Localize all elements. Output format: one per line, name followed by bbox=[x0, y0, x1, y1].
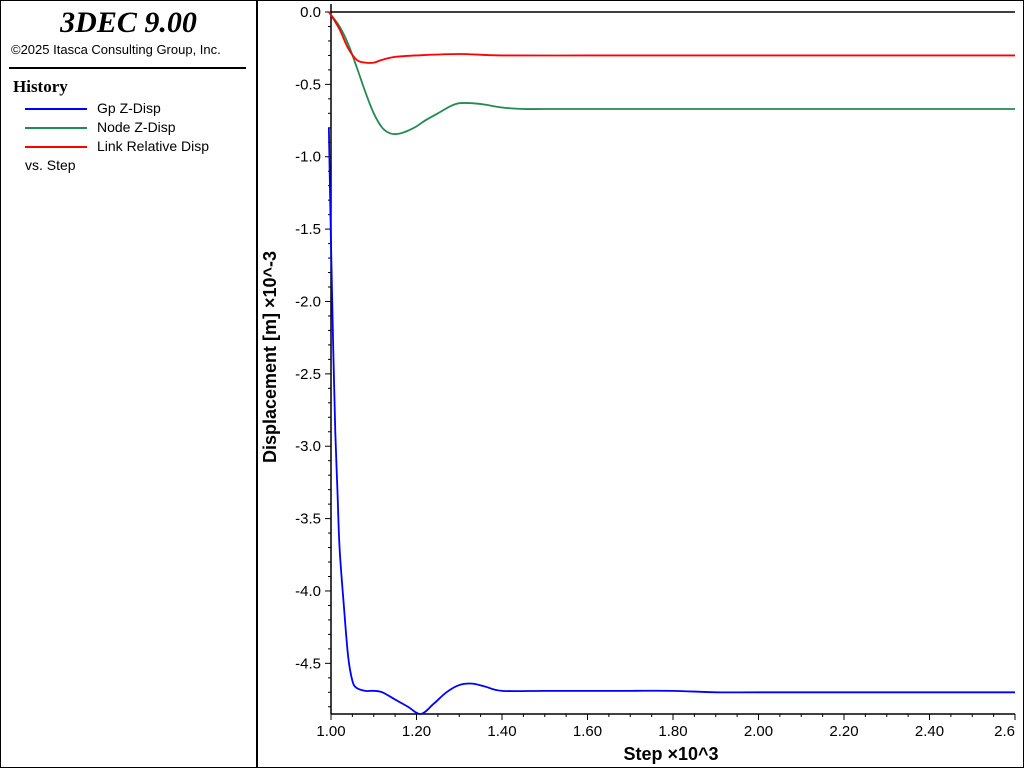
x-axis-title: Step ×10^3 bbox=[623, 744, 718, 764]
legend-item-node-z-disp: Node Z-Disp bbox=[25, 119, 255, 137]
y-tick-label: -3.0 bbox=[295, 438, 321, 455]
y-axis-title: Displacement [m] ×10^-3 bbox=[260, 251, 280, 463]
y-tick-label: -1.0 bbox=[295, 149, 321, 166]
legend-label: Gp Z-Disp bbox=[97, 100, 161, 116]
x-tick-label: 1.40 bbox=[487, 723, 516, 740]
x-tick-label: 2.40 bbox=[915, 723, 944, 740]
app-title: 3DEC 9.00 bbox=[60, 6, 197, 39]
legend-panel: 3DEC 9.00 ©2025 Itasca Consulting Group,… bbox=[1, 1, 258, 767]
x-tick-label: 2.6 bbox=[994, 723, 1015, 740]
y-tick-label: 0.0 bbox=[300, 4, 321, 21]
legend-swatch-node-z-disp bbox=[25, 127, 87, 129]
y-tick-label: -3.5 bbox=[295, 511, 321, 528]
x-tick-label: 2.20 bbox=[829, 723, 858, 740]
legend-label: Link Relative Disp bbox=[97, 138, 210, 154]
series-layer bbox=[327, 11, 1015, 715]
y-tick-label: -2.0 bbox=[295, 293, 321, 310]
legend-item-gp-z-disp: Gp Z-Disp bbox=[25, 100, 255, 118]
x-tick-label: 2.00 bbox=[744, 723, 773, 740]
y-tick-label: -4.0 bbox=[295, 583, 321, 600]
y-tick-label: -0.5 bbox=[295, 76, 321, 93]
x-tick-label: 1.20 bbox=[402, 723, 431, 740]
legend-heading: History bbox=[13, 77, 68, 96]
series-line-gp-z-disp bbox=[327, 127, 1015, 715]
legend-swatch-gp-z-disp bbox=[25, 108, 87, 110]
y-tick-label: -4.5 bbox=[295, 655, 321, 672]
axes: 0.0 -0.5 -1.0 -1.5 -2.0 -2.5 -3.0 -3.5 -4.0 -4.5 1… bbox=[295, 4, 1016, 740]
series-line-node-z-disp bbox=[328, 11, 1015, 136]
x-tick-label: 1.80 bbox=[658, 723, 687, 740]
x-tick-label: 1.60 bbox=[573, 723, 602, 740]
history-chart: 0.0 -0.5 -1.0 -1.5 -2.0 -2.5 -3.0 -3.5 -4.0 -4.5 1… bbox=[260, 4, 1016, 764]
legend-divider bbox=[9, 67, 246, 69]
legend-label: Node Z-Disp bbox=[97, 119, 176, 135]
legend-swatch-link-relative-disp bbox=[25, 146, 87, 148]
y-tick-label: -2.5 bbox=[295, 366, 321, 383]
x-tick-label: 1.00 bbox=[316, 723, 345, 740]
series-line-link-relative-disp bbox=[328, 11, 1015, 64]
y-tick-label: -1.5 bbox=[295, 221, 321, 238]
plot-area: 0.0 -0.5 -1.0 -1.5 -2.0 -2.5 -3.0 -3.5 -4.0 -4.5 1… bbox=[258, 1, 1023, 767]
legend-vs-label: vs. Step bbox=[25, 157, 76, 173]
legend-item-link-relative-disp: Link Relative Disp bbox=[25, 138, 255, 156]
copyright-text: ©2025 Itasca Consulting Group, Inc. bbox=[11, 42, 221, 57]
